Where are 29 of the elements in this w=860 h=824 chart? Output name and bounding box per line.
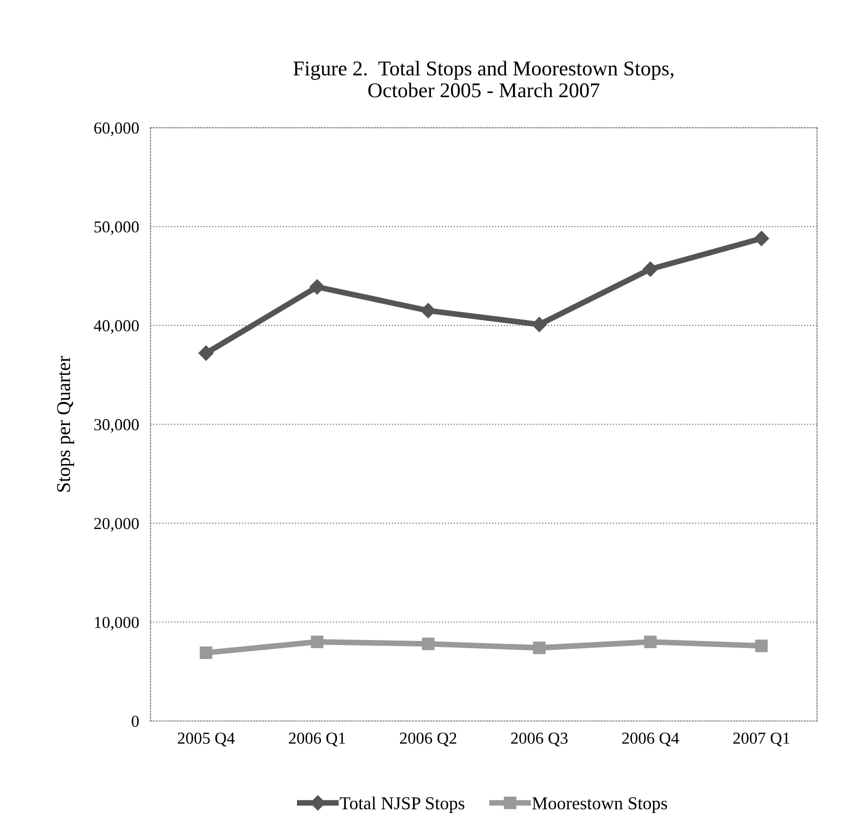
- point: [310, 279, 325, 294]
- point: [754, 230, 770, 246]
- point: [200, 646, 212, 660]
- x-tick-label: 2006 Q1: [288, 732, 346, 746]
- y-tick-label: 30,000: [94, 419, 139, 433]
- y-axis-title: Stops per Quarter: [57, 356, 74, 492]
- y-tick-label: 40,000: [94, 320, 139, 334]
- y-tick-label: 60,000: [94, 122, 139, 136]
- y-tick-label: 20,000: [94, 518, 139, 532]
- x-tick-label: 2006 Q3: [511, 732, 568, 746]
- point: [533, 642, 546, 654]
- x-tick-label: 2005 Q4: [178, 732, 235, 746]
- x-tick-label: 2007 Q1: [733, 732, 790, 746]
- point: [420, 303, 436, 318]
- point: [644, 636, 657, 648]
- point: [755, 640, 768, 652]
- point: [422, 638, 434, 650]
- y-tick-label: 50,000: [94, 221, 139, 235]
- x-tick-label: 2006 Q2: [400, 732, 456, 746]
- y-tick-label: 0: [132, 716, 139, 727]
- x-tick-label: 2006 Q4: [622, 732, 680, 746]
- legend-label: Moorestown Stops: [532, 797, 668, 814]
- chart-title: Figure 2. Total Stops and Moorestown Stops, October 2005 - March 2007: [293, 60, 674, 98]
- point: [532, 316, 547, 332]
- point: [310, 636, 324, 648]
- point: [198, 346, 214, 361]
- point: [642, 262, 658, 277]
- y-tick-label: 10,000: [95, 616, 139, 630]
- legend-label: Total NJSP Stops: [340, 796, 464, 814]
